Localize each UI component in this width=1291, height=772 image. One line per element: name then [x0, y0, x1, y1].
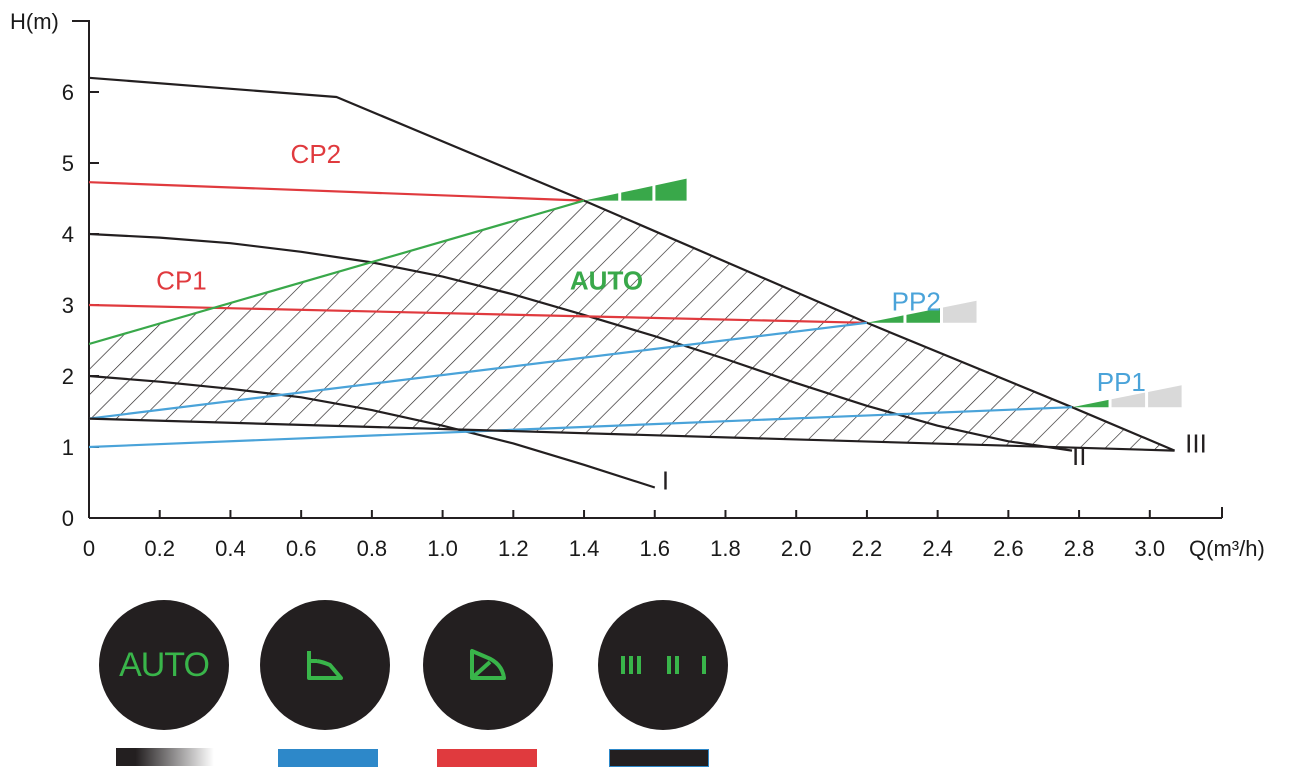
x-tick-label: 0 [83, 536, 95, 561]
pp1-wedge-segment [1072, 399, 1109, 408]
x-tick-label: 2.8 [1064, 536, 1095, 561]
constant-pressure-button[interactable] [423, 600, 553, 730]
x-tick-label: 2.0 [781, 536, 812, 561]
auto-control-region [89, 200, 1175, 451]
x-tick-label: 0.8 [357, 536, 388, 561]
x-tick-label: 1.6 [639, 536, 670, 561]
auto-wedge-segment [584, 193, 619, 201]
pp1-wedge-segment [1148, 385, 1182, 408]
speed-bars-icon [621, 656, 706, 674]
y-tick-label: 4 [62, 222, 74, 247]
auto-wedge-segment [655, 178, 687, 201]
series-line-pp2 [89, 321, 868, 420]
x-tick-label: 2.4 [922, 536, 953, 561]
x-tick-label: 1.0 [427, 536, 458, 561]
y-tick-label: 5 [62, 151, 74, 176]
series-line-pp1 [89, 406, 1073, 449]
curve-label-pp2: PP2 [892, 287, 941, 317]
auto-mode-label: AUTO [119, 645, 210, 684]
pp2-wedge-segment [866, 315, 904, 323]
x-tick-label: 2.6 [993, 536, 1024, 561]
fixed-speed-button[interactable] [598, 600, 728, 730]
proportional-pressure-button[interactable] [260, 600, 390, 730]
series-line-cp1 [89, 303, 867, 324]
pp1-wedge-segment [1111, 392, 1146, 408]
proportional-pressure-bar [278, 749, 378, 767]
constant-pressure-bar [437, 749, 537, 767]
auto-mode-button[interactable]: AUTO [99, 600, 229, 730]
pp2-wedge-segment [942, 300, 977, 323]
x-tick-label: 1.8 [710, 536, 741, 561]
x-tick-label: 1.4 [569, 536, 600, 561]
x-tick-label: 3.0 [1135, 536, 1166, 561]
x-tick-label: 0.4 [215, 536, 246, 561]
series-line-iii [89, 76, 1176, 452]
series-line-auto [89, 199, 585, 346]
series-line-i [89, 374, 656, 489]
x-tick-label: 0.6 [286, 536, 317, 561]
auto-wedge-segment [621, 185, 653, 201]
series-lines [89, 76, 1176, 489]
pp2-wedge-segment [906, 308, 940, 323]
y-tick-label: 2 [62, 364, 74, 389]
setting-wedges [584, 178, 1182, 408]
curve-label-auto: AUTO [570, 265, 643, 295]
constant-pressure-icon [470, 649, 506, 680]
proportional-pressure-icon [307, 651, 343, 680]
fixed-speed-bar [609, 749, 709, 767]
y-tick-label: 1 [62, 435, 74, 460]
series-line-cp2 [89, 181, 585, 202]
curve-label-cp1: CP1 [156, 265, 207, 295]
y-tick-label: 3 [62, 293, 74, 318]
x-tick-label: 1.2 [498, 536, 529, 561]
auto-region-hatch [89, 200, 1175, 451]
curve-label-pp1: PP1 [1097, 367, 1146, 397]
series-line-ii [89, 232, 1073, 452]
y-axis-title: H(m) [10, 9, 59, 34]
x-axis-title: Q(m³/h) [1189, 536, 1265, 561]
curve-label-iii: III [1185, 429, 1207, 459]
curve-label-ii: II [1072, 441, 1086, 471]
x-tick-label: 0.2 [144, 536, 175, 561]
axes: 0 0.2 0.4 0.6 0.8 1.0 1.2 1.4 1.6 1.8 2.0 2.2 2.4 2.6… [10, 9, 1265, 561]
series-line-min [89, 417, 1175, 452]
y-tick-label: 6 [62, 80, 74, 105]
curve-label-i: I [662, 466, 669, 496]
y-tick-label: 0 [62, 506, 74, 531]
curve-label-cp2: CP2 [291, 139, 342, 169]
auto-mode-bar [116, 748, 214, 766]
x-tick-label: 2.2 [852, 536, 883, 561]
